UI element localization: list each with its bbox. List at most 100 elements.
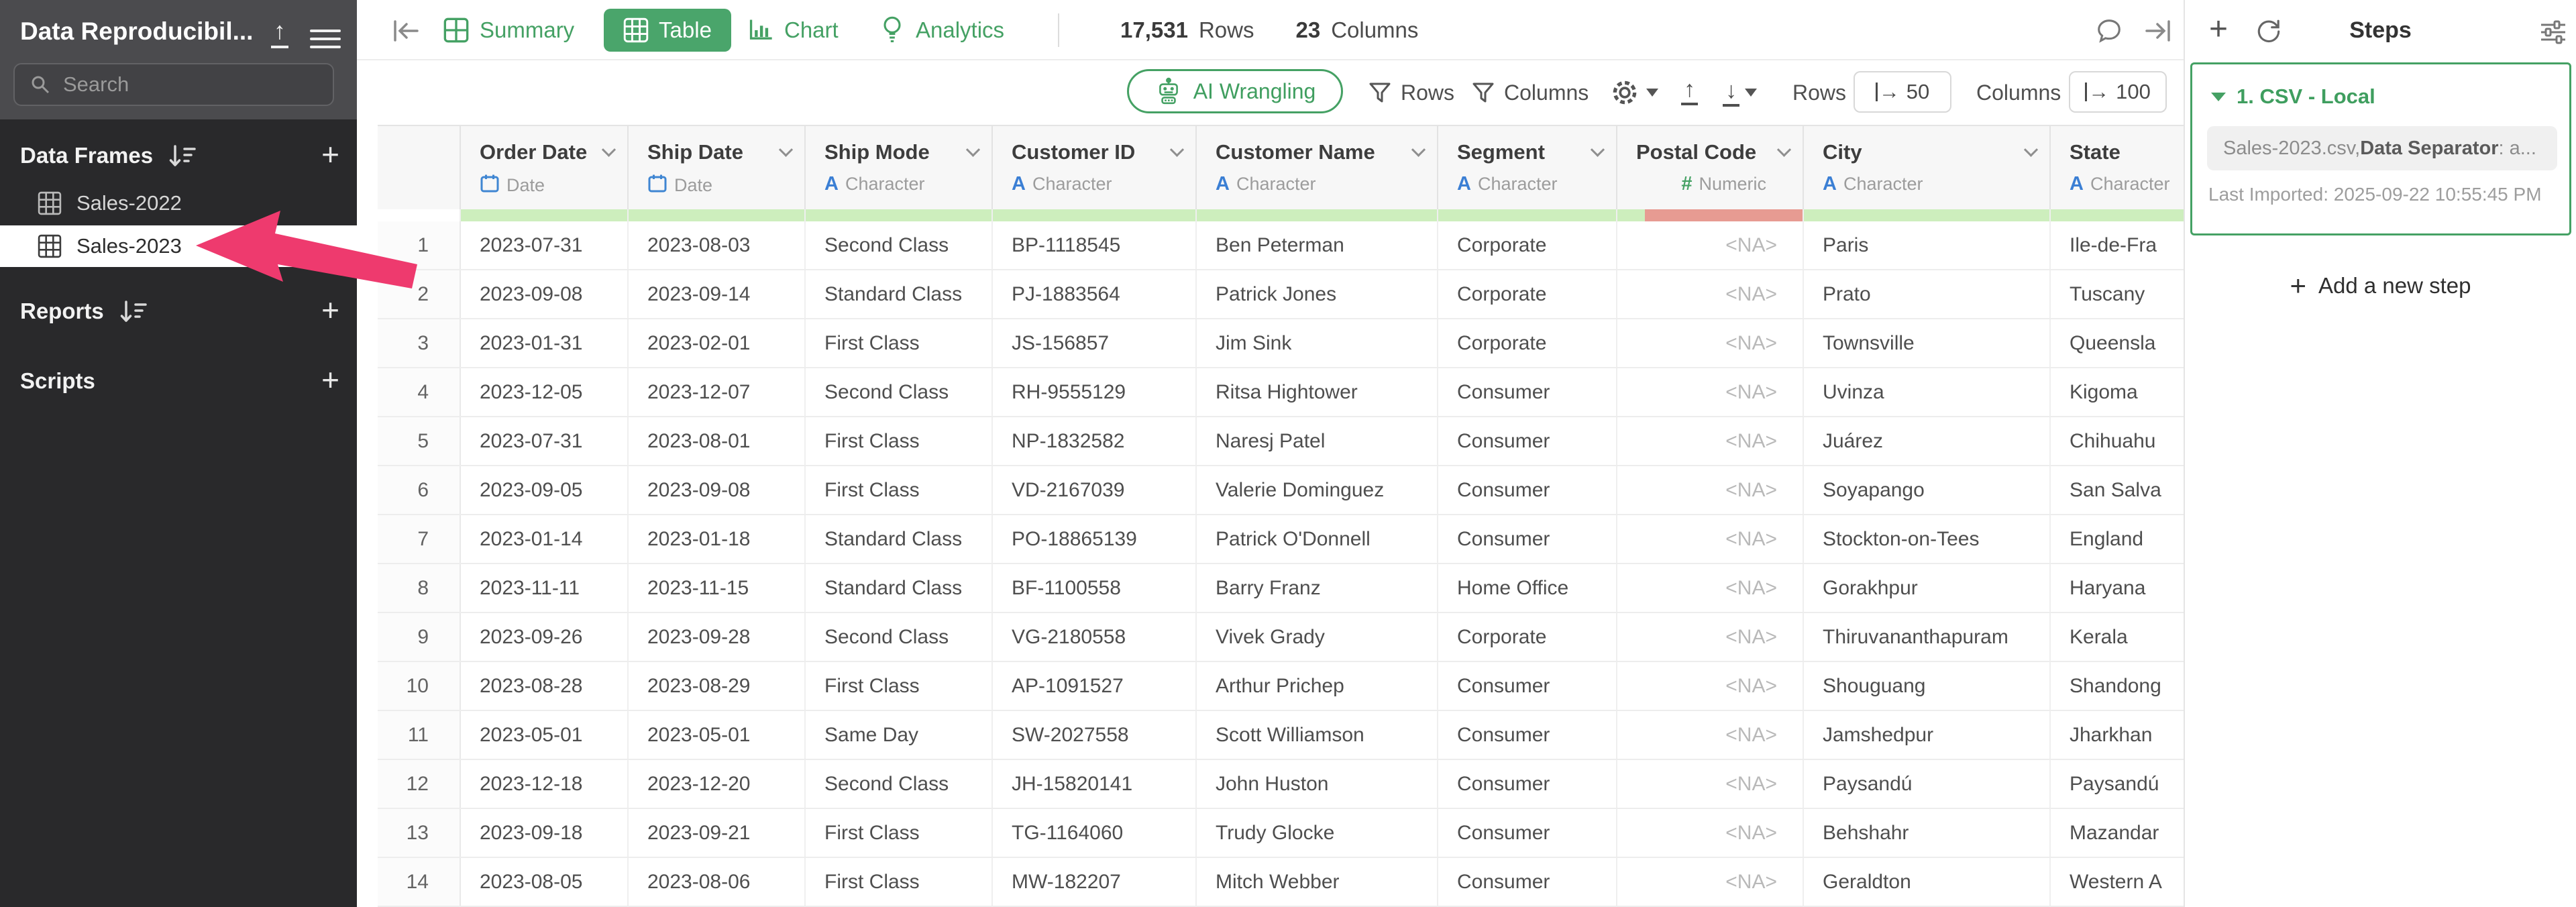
upload-icon[interactable]: ↑ bbox=[271, 19, 288, 48]
table-cell[interactable]: Ben Peterman bbox=[1197, 221, 1438, 269]
export-icon[interactable]: ↑ bbox=[1681, 78, 1698, 105]
row-number[interactable]: 13 bbox=[378, 809, 461, 857]
add-step-button[interactable]: + Add a new step bbox=[2290, 270, 2471, 301]
table-cell[interactable]: 2023-09-28 bbox=[629, 613, 806, 661]
search-input[interactable]: Search bbox=[13, 63, 334, 106]
table-cell[interactable]: 2023-09-14 bbox=[629, 270, 806, 318]
table-cell[interactable]: Geraldton bbox=[1804, 858, 2051, 906]
add-report-button[interactable]: + bbox=[321, 292, 339, 328]
table-cell[interactable]: Standard Class bbox=[806, 270, 993, 318]
table-cell[interactable]: 2023-11-11 bbox=[461, 564, 629, 612]
columns-limit-input[interactable]: → 100 bbox=[2069, 71, 2167, 113]
table-cell[interactable]: <NA> bbox=[1617, 564, 1804, 612]
table-cell[interactable]: <NA> bbox=[1617, 466, 1804, 514]
column-header-customer-id[interactable]: Customer ID A Character bbox=[993, 126, 1197, 209]
filter-columns-button[interactable]: Columns bbox=[1472, 60, 1589, 125]
table-cell[interactable]: SW-2027558 bbox=[993, 711, 1197, 759]
table-cell[interactable]: 2023-09-05 bbox=[461, 466, 629, 514]
column-header-city[interactable]: City A Character bbox=[1804, 126, 2051, 209]
table-cell[interactable]: Paris bbox=[1804, 221, 2051, 269]
table-cell[interactable]: Jharkhan bbox=[2051, 711, 2184, 759]
filter-rows-button[interactable]: Rows bbox=[1368, 60, 1454, 125]
table-cell[interactable]: PJ-1883564 bbox=[993, 270, 1197, 318]
refresh-icon[interactable] bbox=[2255, 17, 2283, 49]
table-cell[interactable]: Jamshedpur bbox=[1804, 711, 2051, 759]
table-cell[interactable]: Shouguang bbox=[1804, 662, 2051, 710]
table-cell[interactable]: 2023-12-07 bbox=[629, 368, 806, 416]
table-cell[interactable]: 2023-09-21 bbox=[629, 809, 806, 857]
table-cell[interactable]: Corporate bbox=[1438, 221, 1617, 269]
table-cell[interactable]: John Huston bbox=[1197, 760, 1438, 808]
table-cell[interactable]: TG-1164060 bbox=[993, 809, 1197, 857]
collapse-panel-icon[interactable] bbox=[2143, 16, 2174, 49]
row-number[interactable]: 12 bbox=[378, 760, 461, 808]
row-number[interactable]: 6 bbox=[378, 466, 461, 514]
table-cell[interactable]: Consumer bbox=[1438, 466, 1617, 514]
ai-wrangling-button[interactable]: AI Wrangling bbox=[1127, 69, 1343, 113]
table-cell[interactable]: 2023-08-01 bbox=[629, 417, 806, 465]
table-cell[interactable]: Kerala bbox=[2051, 613, 2184, 661]
table-cell[interactable]: VD-2167039 bbox=[993, 466, 1197, 514]
table-cell[interactable]: <NA> bbox=[1617, 711, 1804, 759]
table-cell[interactable]: <NA> bbox=[1617, 809, 1804, 857]
table-cell[interactable]: Home Office bbox=[1438, 564, 1617, 612]
tab-summary[interactable]: Summary bbox=[443, 9, 574, 52]
table-settings-button[interactable] bbox=[1610, 60, 1658, 125]
table-cell[interactable]: BP-1118545 bbox=[993, 221, 1197, 269]
table-cell[interactable]: 2023-05-01 bbox=[461, 711, 629, 759]
table-cell[interactable]: First Class bbox=[806, 319, 993, 367]
row-number[interactable]: 11 bbox=[378, 711, 461, 759]
step-card-csv-local[interactable]: 1. CSV - Local Sales-2023.csv, Data Sepa… bbox=[2190, 62, 2571, 235]
table-cell[interactable]: Corporate bbox=[1438, 319, 1617, 367]
table-cell[interactable]: San Salva bbox=[2051, 466, 2184, 514]
step-summary-chip[interactable]: Sales-2023.csv, Data Separator: a... bbox=[2207, 126, 2557, 170]
row-number[interactable]: 5 bbox=[378, 417, 461, 465]
add-data-frame-button[interactable]: + bbox=[321, 137, 339, 172]
download-button[interactable]: ↓ bbox=[1723, 60, 1757, 125]
table-cell[interactable]: Corporate bbox=[1438, 613, 1617, 661]
chevron-down-icon[interactable] bbox=[778, 142, 794, 157]
table-cell[interactable]: VG-2180558 bbox=[993, 613, 1197, 661]
add-script-button[interactable]: + bbox=[321, 362, 339, 398]
column-header-ship-date[interactable]: Ship Date Date bbox=[629, 126, 806, 209]
table-cell[interactable]: 2023-09-08 bbox=[629, 466, 806, 514]
column-header-order-date[interactable]: Order Date Date bbox=[461, 126, 629, 209]
table-cell[interactable]: Vivek Grady bbox=[1197, 613, 1438, 661]
table-cell[interactable]: Behshahr bbox=[1804, 809, 2051, 857]
table-cell[interactable]: Juárez bbox=[1804, 417, 2051, 465]
table-cell[interactable]: Tuscany bbox=[2051, 270, 2184, 318]
sidebar-item-sales-2023[interactable]: Sales-2023 bbox=[0, 225, 357, 267]
table-cell[interactable]: 2023-09-08 bbox=[461, 270, 629, 318]
table-cell[interactable]: Patrick O'Donnell bbox=[1197, 515, 1438, 563]
row-number[interactable]: 4 bbox=[378, 368, 461, 416]
table-cell[interactable]: Queensla bbox=[2051, 319, 2184, 367]
table-cell[interactable]: MW-182207 bbox=[993, 858, 1197, 906]
chevron-down-icon[interactable] bbox=[1411, 142, 1426, 157]
table-cell[interactable]: 2023-07-31 bbox=[461, 221, 629, 269]
table-cell[interactable]: Paysandú bbox=[1804, 760, 2051, 808]
table-cell[interactable]: First Class bbox=[806, 809, 993, 857]
table-cell[interactable]: 2023-08-06 bbox=[629, 858, 806, 906]
row-number[interactable]: 2 bbox=[378, 270, 461, 318]
table-cell[interactable]: Corporate bbox=[1438, 270, 1617, 318]
table-cell[interactable]: Second Class bbox=[806, 221, 993, 269]
column-header-segment[interactable]: Segment A Character bbox=[1438, 126, 1617, 209]
hamburger-menu-icon[interactable] bbox=[310, 24, 341, 54]
add-step-icon-button[interactable]: + bbox=[2209, 11, 2229, 47]
row-number[interactable]: 14 bbox=[378, 858, 461, 906]
table-cell[interactable]: Consumer bbox=[1438, 515, 1617, 563]
row-number[interactable]: 7 bbox=[378, 515, 461, 563]
sidebar-item-sales-2022[interactable]: Sales-2022 bbox=[0, 182, 357, 224]
row-number[interactable]: 3 bbox=[378, 319, 461, 367]
table-cell[interactable]: Haryana bbox=[2051, 564, 2184, 612]
table-cell[interactable]: Arthur Prichep bbox=[1197, 662, 1438, 710]
table-cell[interactable]: Soyapango bbox=[1804, 466, 2051, 514]
table-cell[interactable]: Naresj Patel bbox=[1197, 417, 1438, 465]
table-cell[interactable]: <NA> bbox=[1617, 417, 1804, 465]
table-cell[interactable]: Ritsa Hightower bbox=[1197, 368, 1438, 416]
sort-icon[interactable] bbox=[168, 144, 196, 172]
table-cell[interactable]: 2023-02-01 bbox=[629, 319, 806, 367]
table-cell[interactable]: First Class bbox=[806, 417, 993, 465]
table-cell[interactable]: 2023-12-18 bbox=[461, 760, 629, 808]
table-cell[interactable]: 2023-08-05 bbox=[461, 858, 629, 906]
